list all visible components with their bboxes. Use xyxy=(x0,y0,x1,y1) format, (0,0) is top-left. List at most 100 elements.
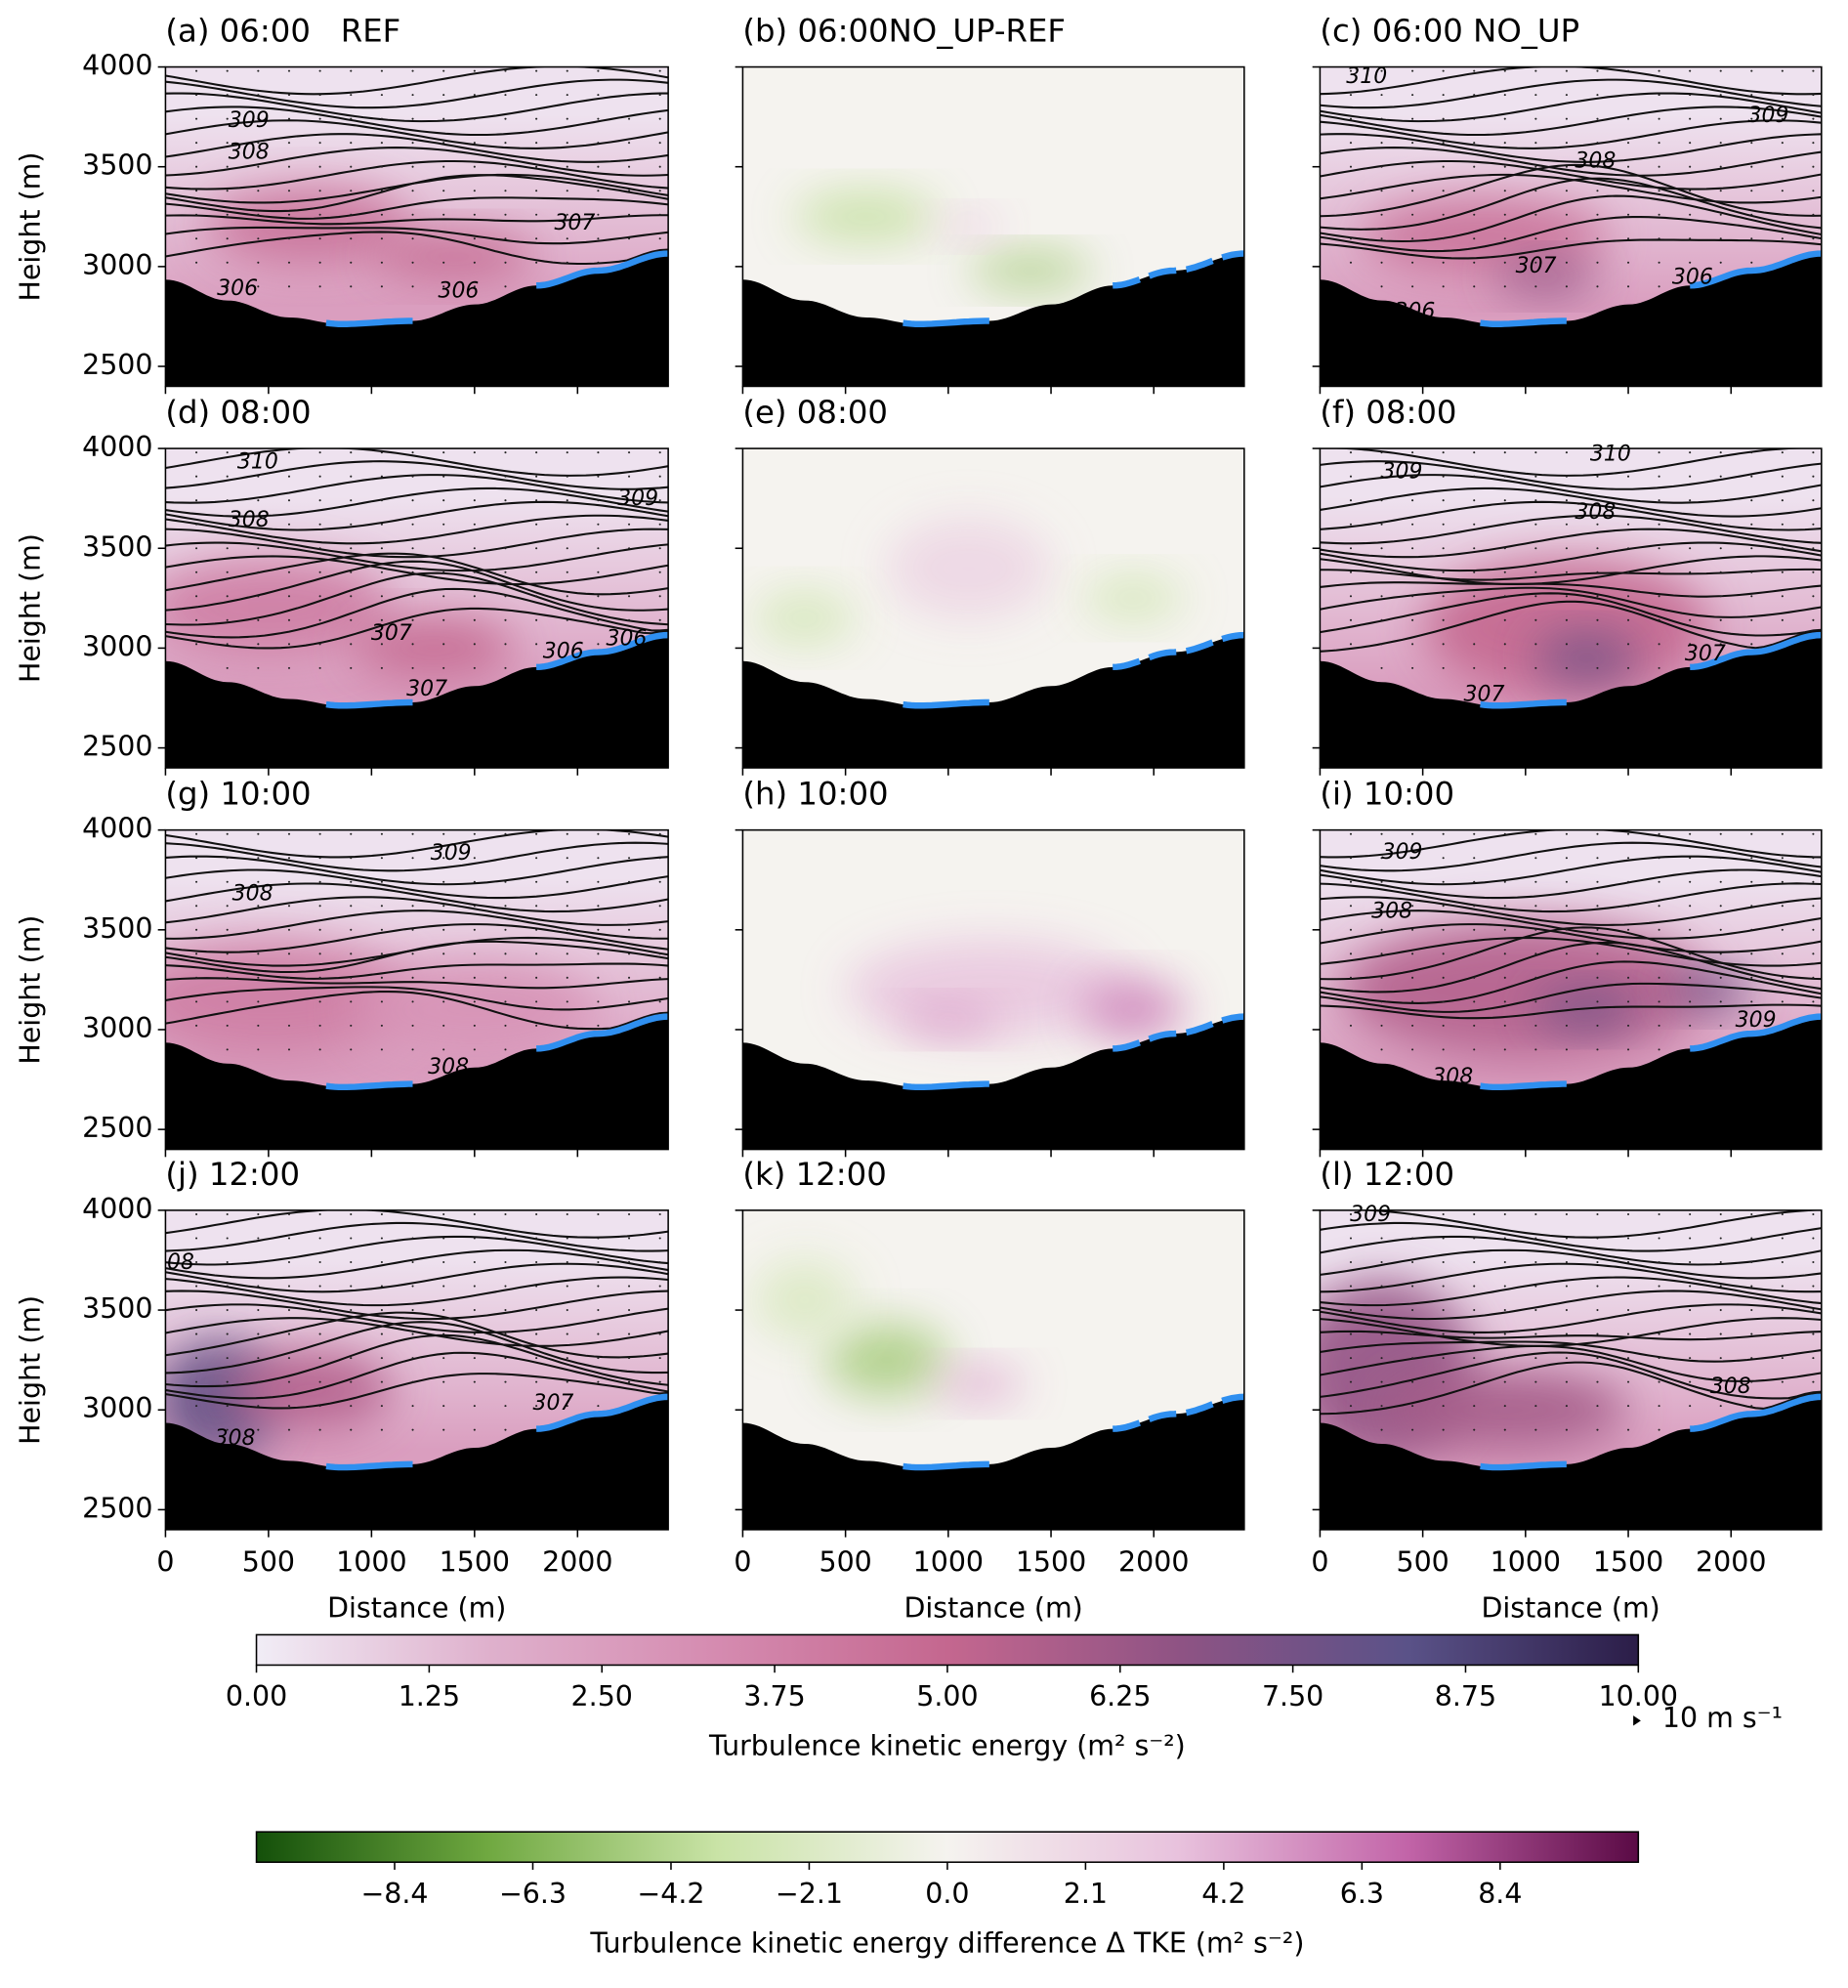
vector-key-label: 10 m s⁻¹ xyxy=(1662,1702,1783,1734)
wind-vector xyxy=(1565,595,1568,598)
x-axis-label: Distance (m) xyxy=(327,1591,506,1624)
wind-vector xyxy=(287,857,291,860)
wind-vector xyxy=(1349,142,1353,145)
y-tick-label: 4000 xyxy=(82,50,152,82)
wind-vector xyxy=(257,1212,260,1216)
wind-vector xyxy=(658,69,661,72)
wind-vector xyxy=(411,190,414,192)
wind-vector xyxy=(473,1237,476,1240)
wind-vector xyxy=(1719,1237,1722,1240)
wind-vector xyxy=(1349,1357,1353,1360)
wind-vector xyxy=(1349,952,1353,955)
wind-vector xyxy=(658,1212,661,1216)
wind-vector xyxy=(1596,451,1599,454)
contour-line xyxy=(165,514,669,545)
wind-vector xyxy=(195,905,198,908)
wind-vector xyxy=(535,451,538,454)
x-tick-label: 0 xyxy=(156,1546,174,1579)
wind-vector xyxy=(380,165,383,168)
wind-vector xyxy=(411,571,414,573)
wind-vector xyxy=(1534,1237,1537,1240)
wind-vector xyxy=(1750,571,1753,573)
wind-vector xyxy=(1627,643,1630,646)
wind-vector xyxy=(658,1000,661,1003)
wind-vector xyxy=(1658,976,1660,979)
contour-line xyxy=(1320,460,1822,490)
wind-vector xyxy=(1689,547,1692,550)
wind-vector xyxy=(658,523,661,526)
wind-vector xyxy=(628,1000,631,1003)
wind-vector xyxy=(1380,1285,1383,1288)
wind-vector xyxy=(473,1212,476,1216)
wind-vector xyxy=(1380,1405,1383,1408)
wind-vector xyxy=(504,618,507,621)
wind-vector xyxy=(1596,237,1599,240)
wind-vector xyxy=(535,1332,538,1335)
contour-label: 307 xyxy=(554,211,595,235)
wind-vector xyxy=(535,832,538,835)
wind-vector xyxy=(1596,142,1599,145)
wind-vector xyxy=(566,523,568,526)
wind-vector xyxy=(1411,285,1414,288)
wind-vector xyxy=(1503,1048,1506,1051)
contour-label: 308 xyxy=(215,1426,256,1451)
wind-vector xyxy=(1442,976,1445,979)
wind-vector xyxy=(1473,94,1476,97)
wind-vector xyxy=(473,165,476,168)
x-tick-label: 500 xyxy=(1396,1546,1449,1579)
wind-vector xyxy=(1442,1048,1445,1051)
wind-vector xyxy=(1442,1000,1445,1003)
wind-vector xyxy=(535,976,538,979)
wind-vector xyxy=(380,523,383,526)
wind-vector xyxy=(1627,1237,1630,1240)
wind-vector xyxy=(1658,595,1660,598)
wind-vector xyxy=(1473,190,1476,192)
wind-vector xyxy=(1473,832,1476,835)
wind-vector xyxy=(1442,952,1445,955)
wind-vector xyxy=(226,905,229,908)
wind-vector xyxy=(1658,952,1660,955)
wind-vector xyxy=(658,190,661,192)
y-tick-label: 3000 xyxy=(82,630,152,662)
wind-vector xyxy=(1750,165,1753,168)
x-tick-label: 2000 xyxy=(1696,1546,1766,1579)
wind-vector xyxy=(1689,499,1692,502)
wind-vector xyxy=(1596,1237,1599,1240)
wind-vector xyxy=(1534,165,1537,168)
wind-vector xyxy=(1473,928,1476,931)
wind-vector xyxy=(1596,832,1599,835)
field-blob xyxy=(206,187,413,267)
wind-vector xyxy=(350,451,353,454)
wind-vector xyxy=(1658,666,1660,669)
wind-vector xyxy=(628,571,631,573)
wind-vector xyxy=(1442,165,1445,168)
wind-vector xyxy=(473,213,476,216)
wind-vector xyxy=(535,190,538,192)
wind-vector xyxy=(1719,571,1722,573)
y-axis-label: Height (m) xyxy=(14,915,46,1065)
wind-vector xyxy=(1781,237,1784,240)
wind-vector xyxy=(257,94,260,97)
wind-vector xyxy=(1719,261,1722,264)
wind-vector xyxy=(1442,595,1445,598)
site-marker xyxy=(1480,698,1567,709)
wind-vector xyxy=(350,928,353,931)
wind-vector xyxy=(1719,595,1722,598)
wind-vector xyxy=(1750,1309,1753,1312)
contour-line xyxy=(1320,1248,1822,1280)
wind-vector xyxy=(1534,213,1537,216)
wind-vector xyxy=(1689,261,1692,264)
wind-vector xyxy=(504,976,507,979)
wind-vector xyxy=(1719,976,1722,979)
wind-vector xyxy=(350,1428,353,1431)
wind-vector xyxy=(1442,832,1445,835)
wind-vector xyxy=(1442,1260,1445,1264)
wind-vector xyxy=(1503,1332,1506,1335)
wind-vector xyxy=(1689,1212,1692,1216)
wind-vector xyxy=(1534,1309,1537,1312)
wind-vector xyxy=(1750,117,1753,120)
wind-vector xyxy=(1442,261,1445,264)
wind-vector xyxy=(287,643,291,646)
contour-label: 308 xyxy=(1575,500,1616,525)
wind-vector xyxy=(1442,1357,1445,1360)
